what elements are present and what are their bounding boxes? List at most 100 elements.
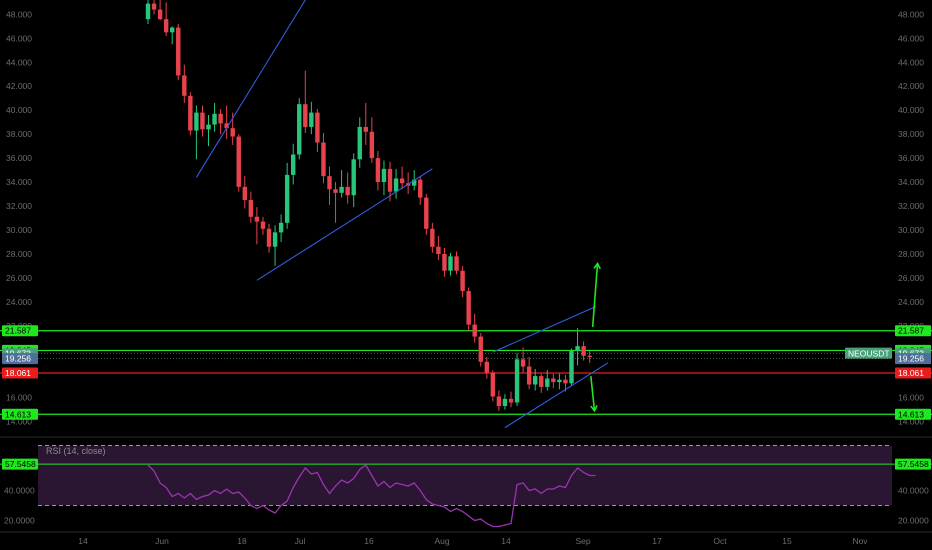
candle-body xyxy=(399,178,405,184)
candle-body xyxy=(484,361,489,373)
date-tick-label: 17 xyxy=(652,536,662,546)
candle-body xyxy=(242,186,247,201)
rsi-band xyxy=(38,445,892,506)
price-tick-label: 30.000 xyxy=(6,225,32,235)
candle-body xyxy=(460,270,465,292)
candle-body xyxy=(490,372,496,397)
candle-body xyxy=(182,75,187,96)
candle-body xyxy=(551,378,556,383)
candle-body xyxy=(206,124,211,130)
trendline[interactable] xyxy=(492,306,596,353)
date-tick-label: 16 xyxy=(364,536,374,546)
horizontal-levels xyxy=(0,330,932,415)
price-tick-label: 42.000 xyxy=(898,81,924,91)
price-tick-label: 28.000 xyxy=(6,249,32,259)
trendline[interactable] xyxy=(256,168,433,281)
candle-body xyxy=(163,19,169,33)
candle-body xyxy=(539,376,544,387)
candle-body xyxy=(321,142,326,177)
price-tick-label: 26.000 xyxy=(898,273,924,283)
candle-body xyxy=(218,113,223,124)
candle-body xyxy=(520,359,526,367)
candle-body xyxy=(345,186,350,196)
projection-arrow-shaft[interactable] xyxy=(590,376,596,411)
candle-body xyxy=(502,398,508,407)
candle-body xyxy=(284,174,290,223)
price-badge-label: 18.061 xyxy=(5,368,31,378)
candle-body xyxy=(587,355,592,357)
rsi-level-badge-label: 57.5458 xyxy=(5,459,36,469)
candle-body xyxy=(557,379,562,383)
rsi-tick-label: 20.0000 xyxy=(4,516,35,526)
price-badge-label: 18.061 xyxy=(898,368,924,378)
candle-body xyxy=(545,378,550,387)
rsi-axis[interactable]: 40.0000 40.0000 20.0000 20.0000 57.5458 57.54… xyxy=(2,458,931,526)
price-tick-label: 48.000 xyxy=(898,9,924,19)
candle-body xyxy=(478,336,483,362)
candle-body xyxy=(151,3,157,10)
candle-body xyxy=(297,104,302,155)
date-axis[interactable]: 14 Jun 18 Jul 16 Aug 14 Sep 17 Oct 15 Nov xyxy=(78,536,868,546)
rsi-line xyxy=(147,464,596,528)
rsi-tick-label: 20.0000 xyxy=(898,516,929,526)
price-tick-label: 24.000 xyxy=(898,297,924,307)
candle-body xyxy=(508,398,514,403)
price-badge xyxy=(2,353,38,365)
candle-body xyxy=(333,189,338,193)
date-tick-label: 15 xyxy=(782,536,792,546)
candle-body xyxy=(387,168,393,192)
candle-body xyxy=(248,200,254,217)
rsi-title[interactable]: RSI (14, close) xyxy=(46,446,106,456)
candle-body xyxy=(563,379,568,384)
candle-body xyxy=(381,168,387,183)
price-tick-label: 38.000 xyxy=(898,129,924,139)
price-badges: 21.58721.58719.94519.94518.06118.06114.6… xyxy=(2,325,931,420)
candle-body xyxy=(303,104,308,127)
candle-body xyxy=(526,366,532,385)
candle-body xyxy=(466,291,471,325)
price-badge-label: 21.587 xyxy=(5,326,31,336)
candle-body xyxy=(188,95,193,131)
price-tick-label: 36.000 xyxy=(898,153,924,163)
candle-body xyxy=(170,27,175,33)
candle-body xyxy=(266,228,272,247)
price-pane-bg xyxy=(38,0,892,436)
candle-body xyxy=(176,27,181,76)
price-badge-label: 19.256 xyxy=(5,354,31,364)
candle-body xyxy=(254,216,260,222)
price-badge-label: 14.613 xyxy=(5,409,31,419)
candle-body xyxy=(363,126,368,132)
trendline[interactable] xyxy=(504,362,609,429)
candle-body xyxy=(260,221,266,229)
candle-body xyxy=(436,246,441,254)
candle-body xyxy=(200,112,205,130)
price-badge xyxy=(895,353,931,365)
candle-body xyxy=(418,179,423,198)
candle-body xyxy=(472,324,477,337)
projection-arrow-shaft[interactable] xyxy=(591,263,599,328)
price-tick-label: 14.000 xyxy=(898,417,924,427)
candle-body xyxy=(315,112,320,143)
candle-body xyxy=(424,197,429,229)
candle-body xyxy=(145,3,151,20)
price-tick-label: 46.000 xyxy=(898,33,924,43)
price-tick-label: 24.000 xyxy=(6,297,32,307)
date-tick-label: Sep xyxy=(575,536,590,546)
price-tick-label: 14.000 xyxy=(6,417,32,427)
candle-body xyxy=(351,159,356,196)
candle-body xyxy=(291,154,296,175)
price-tick-label: 42.000 xyxy=(6,81,32,91)
projection-arrow-head xyxy=(593,261,601,270)
projection-arrow-head xyxy=(590,405,598,413)
price-tick-label: 30.000 xyxy=(898,225,924,235)
symbol-badge xyxy=(845,347,892,359)
candle-body xyxy=(272,232,278,247)
rsi-level-badge-label: 57.5458 xyxy=(898,459,929,469)
price-badge-label: 19.256 xyxy=(898,354,924,364)
price-tick-label: 46.000 xyxy=(6,33,32,43)
projection-arrows xyxy=(590,261,601,413)
candle-body xyxy=(339,186,344,193)
trendline[interactable] xyxy=(195,0,306,178)
price-badge-label: 14.613 xyxy=(898,409,924,419)
candle-body xyxy=(569,350,574,384)
